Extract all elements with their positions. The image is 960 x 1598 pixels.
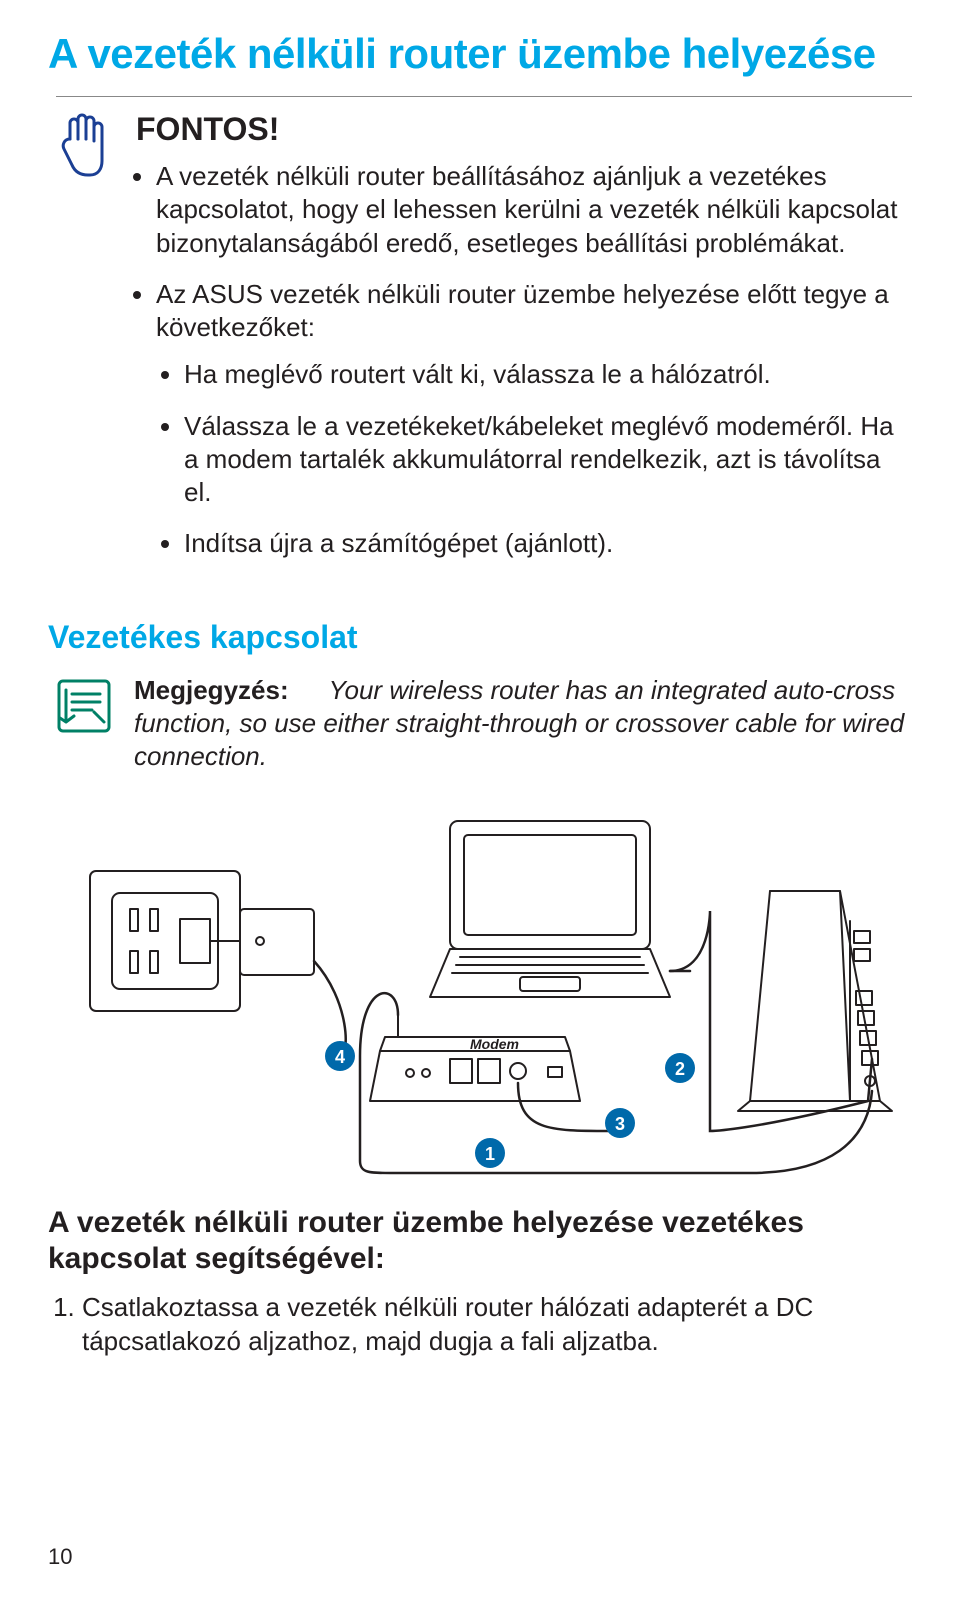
note-icon	[56, 678, 112, 739]
connection-diagram: Modem	[48, 801, 912, 1181]
wired-setup-heading: A vezeték nélküli router üzembe helyezés…	[48, 1205, 912, 1277]
important-inner-1: Ha meglévő routert vált ki, válassza le …	[184, 358, 912, 391]
page-title: A vezeték nélküli router üzembe helyezés…	[48, 30, 912, 78]
badge-2: 2	[665, 1053, 695, 1083]
svg-text:3: 3	[615, 1114, 625, 1134]
svg-text:1: 1	[485, 1144, 495, 1164]
note-label: Megjegyzés:	[134, 675, 289, 705]
important-bullet-1: A vezeték nélküli router beállításához a…	[156, 160, 912, 260]
power-adapter-icon	[180, 909, 314, 975]
svg-text:2: 2	[675, 1059, 685, 1079]
wired-step-1: Csatlakoztassa a vezeték nélküli router …	[82, 1291, 912, 1358]
important-block: FONTOS! A vezeték nélküli router beállít…	[56, 96, 912, 579]
important-bullet-2-text: Az ASUS vezeték nélküli router üzembe he…	[156, 279, 889, 342]
important-inner-3: Indítsa újra a számítógépet (ajánlott).	[184, 527, 912, 560]
svg-text:4: 4	[335, 1047, 345, 1067]
important-inner-list: Ha meglévő routert vált ki, válassza le …	[156, 358, 912, 560]
important-list: A vezeték nélküli router beállításához a…	[136, 160, 912, 561]
important-heading: FONTOS!	[136, 111, 912, 148]
router-icon	[738, 891, 892, 1111]
note-body: Megjegyzés:Your wireless router has an i…	[134, 674, 912, 774]
laptop-icon	[430, 821, 670, 997]
modem-label: Modem	[470, 1036, 519, 1052]
important-inner-2: Válassza le a vezetékeket/kábeleket megl…	[184, 410, 912, 510]
cable-1	[360, 994, 872, 1174]
page-number: 10	[48, 1544, 72, 1570]
modem-icon: Modem	[370, 1015, 580, 1101]
hand-stop-icon	[56, 109, 112, 184]
badge-4: 4	[325, 1041, 355, 1071]
cable-modem-out	[518, 1083, 610, 1131]
note-block: Megjegyzés:Your wireless router has an i…	[56, 674, 912, 774]
wired-steps: Csatlakoztassa a vezeték nélküli router …	[48, 1291, 912, 1358]
important-bullet-2: Az ASUS vezeték nélküli router üzembe he…	[156, 278, 912, 561]
badge-3: 3	[605, 1108, 635, 1138]
section-wired-heading: Vezetékes kapcsolat	[48, 619, 912, 656]
badge-1: 1	[475, 1138, 505, 1168]
